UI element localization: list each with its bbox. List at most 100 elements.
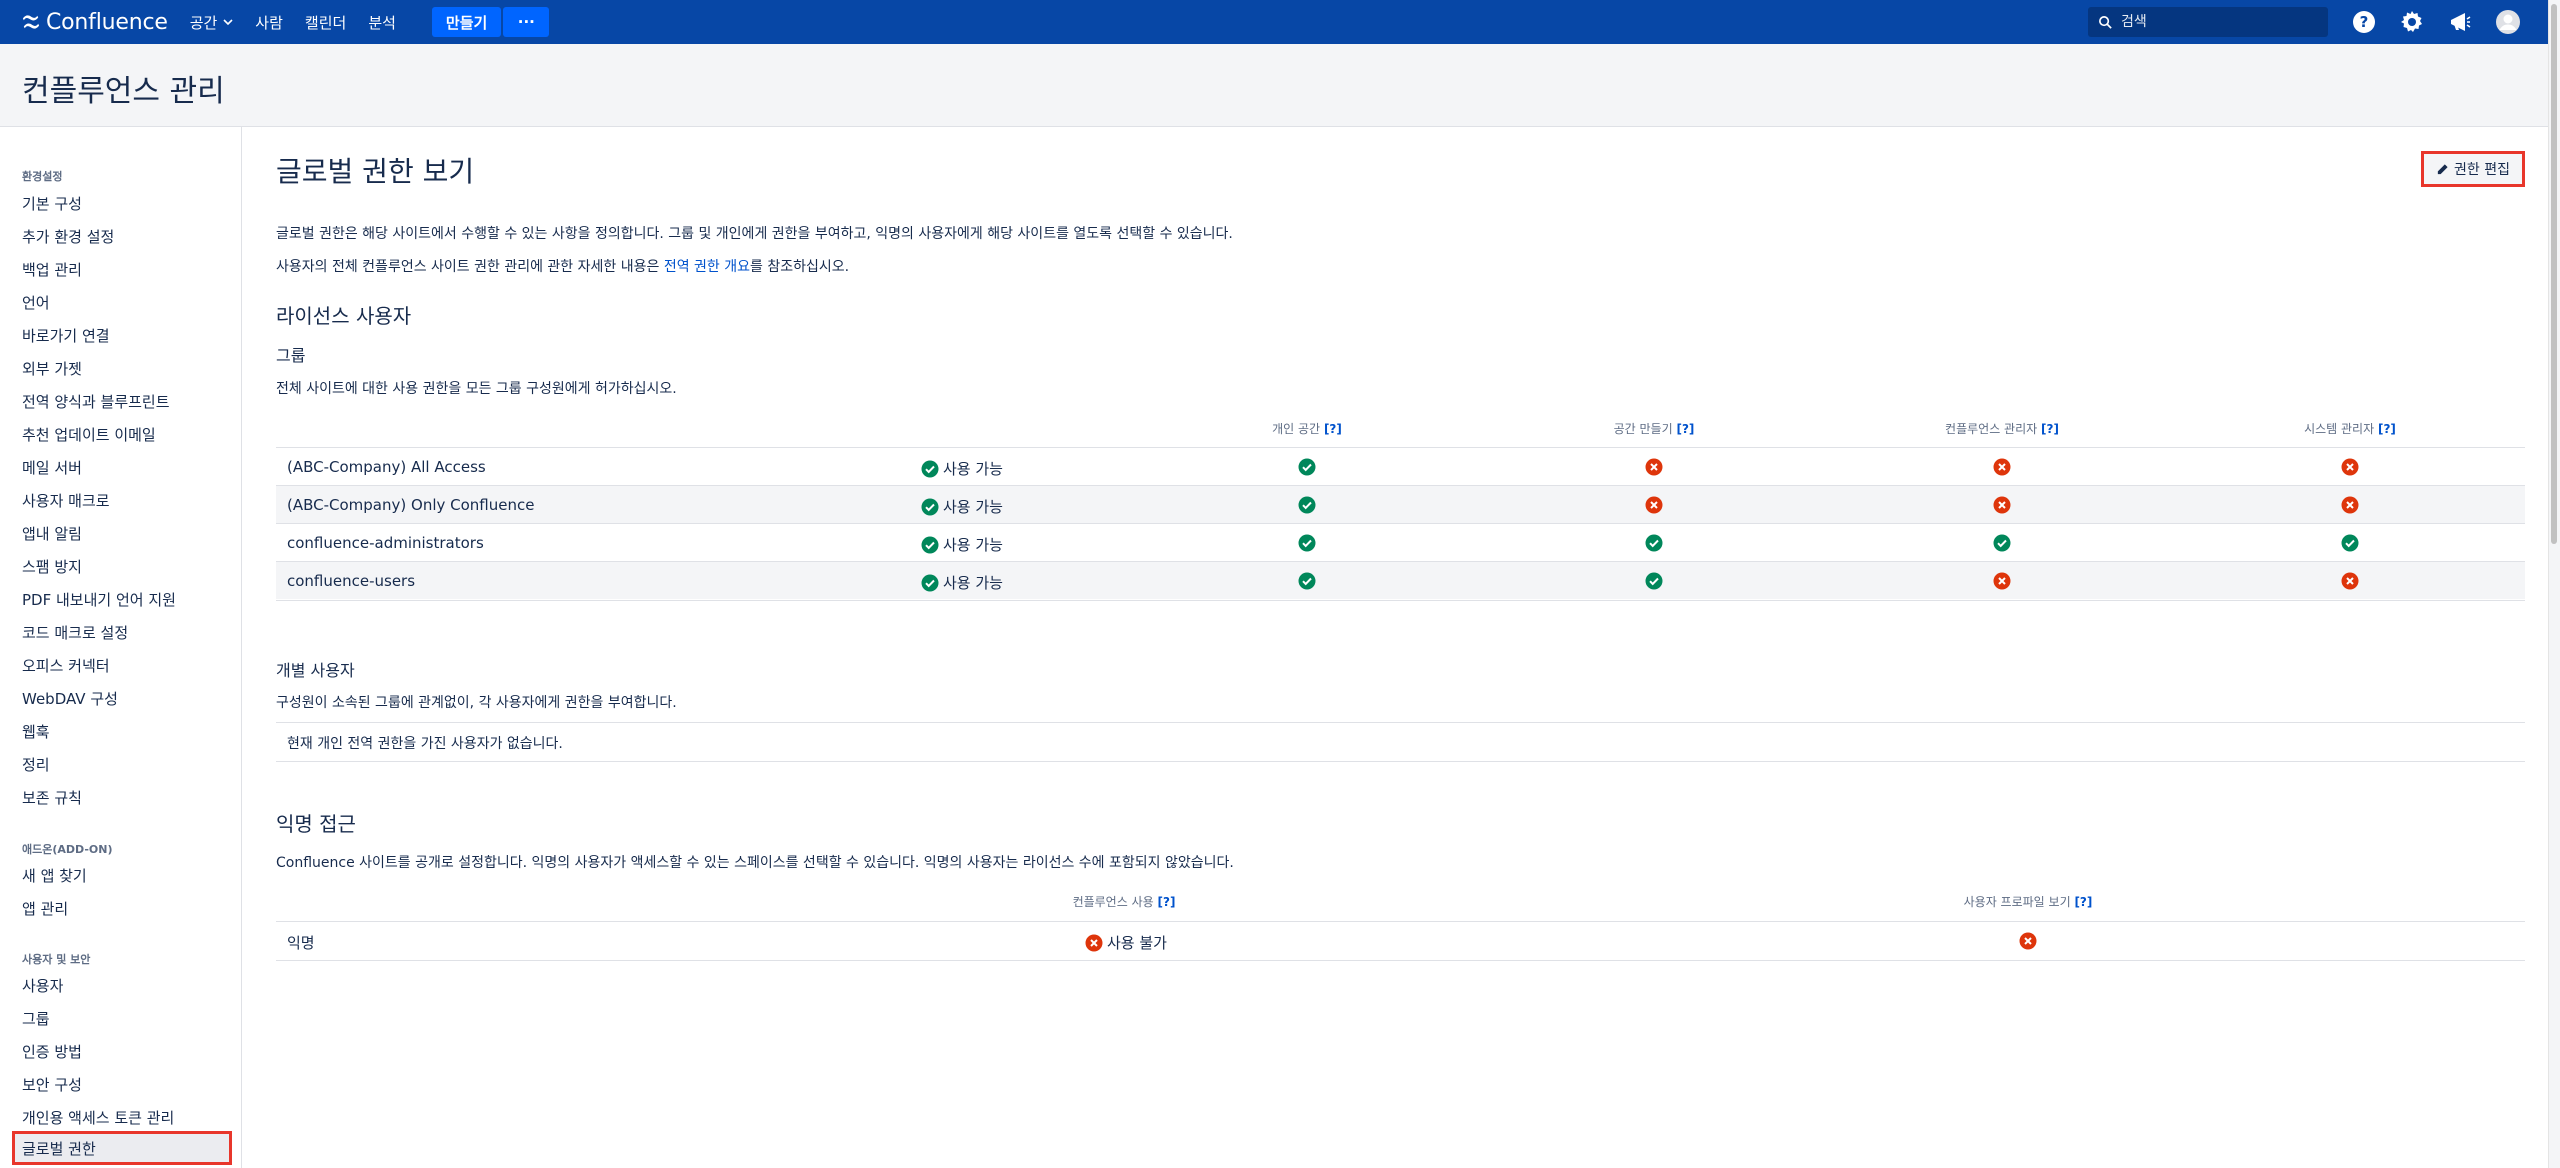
sidebar-item-retention-rules[interactable]: 보존 규칙 (22, 789, 82, 807)
sidebar-item-authentication[interactable]: 인증 방법 (22, 1043, 82, 1061)
table-row: confluence-users 사용 가능 (276, 561, 2525, 599)
column-use-confluence: 컨플루언스 사용 [?] (1073, 893, 1176, 910)
sidebar-item-groups[interactable]: 그룹 (22, 1010, 50, 1028)
group-status-label: 사용 가능 (943, 536, 1003, 554)
table-row: (ABC-Company) All Access 사용 가능 (276, 447, 2525, 485)
error-icon (1645, 458, 1663, 476)
individual-users-empty-row: 현재 개인 전역 권한을 가진 사용자가 없습니다. (276, 722, 2525, 760)
sidebar-item-in-app-notifications[interactable]: 앱내 알림 (22, 525, 82, 543)
sidebar-item-external-gadgets[interactable]: 외부 가젯 (22, 360, 82, 378)
scrollbar-thumb[interactable] (2551, 4, 2557, 544)
error-icon (1085, 934, 1103, 951)
help-link[interactable]: [?] (1157, 895, 1176, 909)
search-input[interactable] (2121, 14, 2321, 30)
column-use-confluence-label: 컨플루언스 사용 (1072, 895, 1154, 909)
table-row: (ABC-Company) Only Confluence 사용 가능 (276, 485, 2525, 523)
help-link[interactable]: [?] (2041, 422, 2059, 436)
sidebar-item-spam-prevention[interactable]: 스팸 방지 (22, 558, 82, 576)
anonymous-table-bottom-border (276, 960, 2525, 961)
search-icon (2099, 15, 2112, 29)
sidebar-item-users[interactable]: 사용자 (22, 977, 64, 995)
sidebar-item-find-new-apps[interactable]: 새 앱 찾기 (22, 867, 87, 885)
sidebar-item-general-configuration[interactable]: 기본 구성 (22, 195, 82, 213)
nav-analytics[interactable]: 분석 (368, 13, 396, 32)
check-icon (1298, 458, 1316, 476)
notifications-megaphone-icon[interactable] (2448, 10, 2472, 34)
page-title: 컨플루언스 관리 (22, 74, 225, 109)
sidebar-item-further-configuration[interactable]: 추가 환경 설정 (22, 228, 115, 246)
sidebar-item-global-permissions[interactable]: 글로벌 권한 (22, 1140, 96, 1158)
user-avatar-icon[interactable] (2496, 10, 2520, 34)
sidebar-item-backup-administration[interactable]: 백업 관리 (22, 261, 82, 279)
sidebar-item-global-permissions-active[interactable] (12, 1131, 232, 1165)
table-row: confluence-administrators 사용 가능 (276, 523, 2525, 561)
sidebar-item-security-configuration[interactable]: 보안 구성 (22, 1076, 82, 1094)
page-header: 컨플루언스 관리 (0, 44, 2548, 127)
error-icon (2019, 932, 2037, 950)
sidebar-item-global-templates[interactable]: 전역 양식과 블루프린트 (22, 393, 170, 411)
intro2-prefix: 사용자의 전체 컨플루언스 사이트 권한 관리에 관한 자세한 내용은 (276, 259, 664, 275)
global-permissions-overview-link[interactable]: 전역 권한 개요 (663, 259, 750, 275)
column-confluence-admin-label: 컨플루언스 관리자 (1945, 422, 2038, 436)
group-name: confluence-administrators (287, 534, 484, 552)
sidebar-item-languages[interactable]: 언어 (22, 294, 50, 312)
sidebar-item-personal-access-tokens[interactable]: 개인용 액세스 토큰 관리 (22, 1109, 175, 1127)
sidebar-item-office-connector[interactable]: 오피스 커넥터 (22, 657, 110, 675)
groups-description: 전체 사이트에 대한 사용 권한을 모든 그룹 구성원에게 허가하십시오. (276, 381, 677, 397)
group-status: 사용 가능 (921, 572, 1003, 593)
logo-text: Confluence (46, 9, 168, 35)
more-button[interactable]: ··· (503, 7, 550, 37)
nav-spaces[interactable]: 공간 (190, 12, 234, 33)
column-system-admin-label: 시스템 관리자 (2304, 422, 2375, 436)
nav-calendar[interactable]: 캘린더 (304, 13, 347, 32)
help-link[interactable]: [?] (2074, 895, 2093, 909)
check-icon (2341, 534, 2359, 552)
error-icon (1993, 458, 2011, 476)
group-status: 사용 가능 (921, 458, 1003, 479)
sidebar-item-code-macro[interactable]: 코드 매크로 설정 (22, 624, 129, 642)
sidebar-item-manage-apps[interactable]: 앱 관리 (22, 900, 69, 918)
individual-users-heading: 개별 사용자 (276, 661, 355, 680)
column-view-user-profiles: 사용자 프로파일 보기 [?] (1964, 893, 2093, 910)
help-link[interactable]: [?] (2377, 422, 2396, 436)
search-box[interactable] (2088, 7, 2328, 37)
confluence-logo[interactable]: Confluence (22, 10, 168, 35)
main-heading: 글로벌 권한 보기 (276, 155, 475, 188)
check-icon (921, 574, 939, 591)
check-icon (1993, 534, 2011, 552)
column-confluence-admin: 컨플루언스 관리자 [?] (1945, 420, 2059, 437)
nav-people[interactable]: 사람 (255, 13, 283, 32)
column-personal-space: 개인 공간 [?] (1272, 420, 1342, 437)
admin-sidebar: 환경설정 기본 구성 추가 환경 설정 백업 관리 언어 바로가기 연결 외부 … (0, 127, 242, 1168)
check-icon (921, 536, 939, 553)
group-status-label: 사용 가능 (943, 460, 1003, 478)
help-link[interactable]: [?] (1323, 422, 1342, 436)
licensed-users-heading: 라이선스 사용자 (276, 304, 412, 328)
check-icon (1298, 572, 1316, 590)
anonymous-status-label: 사용 불가 (1107, 934, 1167, 952)
create-button[interactable]: 만들기 (431, 7, 502, 37)
error-icon (1993, 496, 2011, 514)
error-icon (2341, 458, 2359, 476)
check-icon (1298, 496, 1316, 514)
anonymous-row: 익명 사용 불가 (276, 921, 2525, 959)
intro-text: 글로벌 권한은 해당 사이트에서 수행할 수 있는 사항을 정의합니다. 그룹 … (276, 226, 1233, 242)
anonymous-access-description: Confluence 사이트를 공개로 설정합니다. 익명의 사용자가 액세스할… (276, 855, 1234, 871)
help-link[interactable]: [?] (1676, 422, 1695, 436)
anonymous-row-name: 익명 (287, 934, 315, 952)
sidebar-item-webhooks[interactable]: 웹훅 (22, 723, 50, 741)
sidebar-item-webdav[interactable]: WebDAV 구성 (22, 690, 118, 708)
settings-gear-icon[interactable] (2400, 10, 2424, 34)
error-icon (1993, 572, 2011, 590)
sidebar-item-cleanup[interactable]: 정리 (22, 756, 50, 774)
sidebar-item-recommended-updates-email[interactable]: 추천 업데이트 이메일 (22, 426, 156, 444)
individual-table-bottom-border (276, 761, 2525, 762)
help-icon[interactable]: ? (2352, 10, 2376, 34)
sidebar-item-shortcut-links[interactable]: 바로가기 연결 (22, 327, 110, 345)
edit-permissions-button[interactable]: 권한 편집 (2421, 151, 2525, 187)
sidebar-item-user-macros[interactable]: 사용자 매크로 (22, 492, 110, 510)
check-icon (1645, 572, 1663, 590)
sidebar-item-pdf-export-language[interactable]: PDF 내보내기 언어 지원 (22, 591, 176, 609)
edit-permissions-label: 권한 편집 (2454, 162, 2510, 178)
sidebar-item-mail-servers[interactable]: 메일 서버 (22, 459, 82, 477)
